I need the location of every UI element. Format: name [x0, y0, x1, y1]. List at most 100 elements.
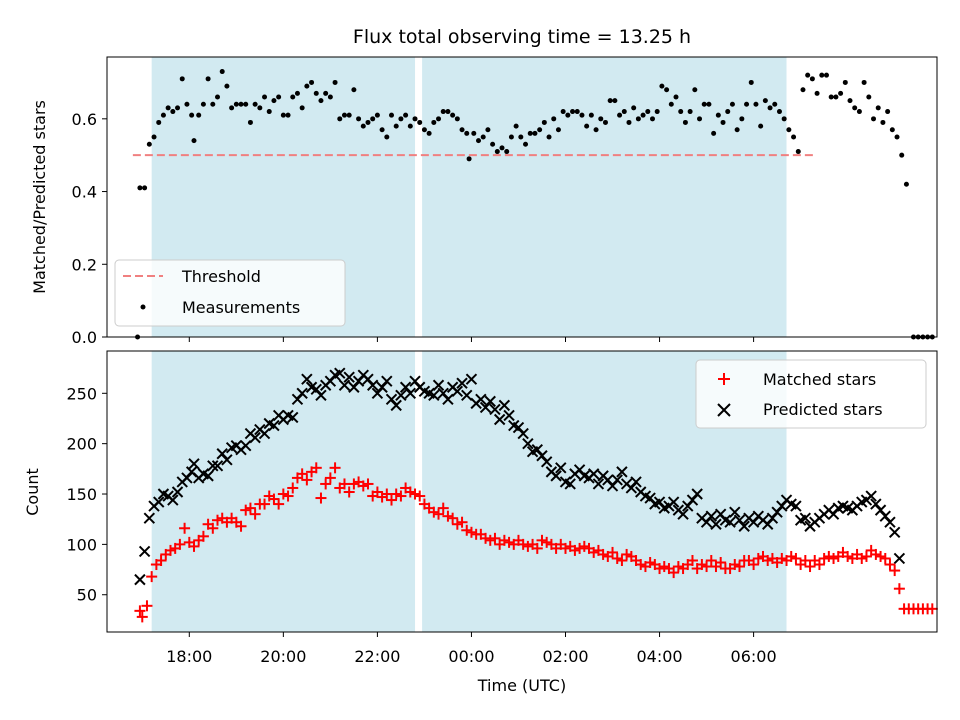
measurement-point — [668, 101, 674, 107]
predicted-star-point — [442, 393, 454, 406]
predicted-star-point — [705, 510, 717, 522]
measurement-point — [504, 149, 510, 155]
measurement-point — [337, 116, 343, 122]
matched-star-point — [790, 552, 802, 564]
matched-star-point — [893, 583, 905, 595]
matched-star-point — [503, 536, 515, 548]
measurement-point — [649, 116, 655, 122]
measurement-point — [318, 98, 324, 104]
predicted-star-point — [592, 478, 605, 490]
measurement-point — [365, 119, 371, 125]
predicted-star-point — [268, 419, 280, 432]
measurement-point — [374, 112, 380, 118]
predicted-star-point — [171, 486, 184, 498]
predicted-star-point — [630, 476, 642, 488]
measurement-point — [262, 94, 268, 100]
matched-star-point — [277, 488, 289, 500]
measurement-point — [598, 116, 604, 122]
bottom-y-tick-label: 50 — [77, 586, 97, 605]
bottom-panel-frame — [106, 350, 938, 633]
bottom-y-tick-label: 100 — [66, 535, 97, 554]
matched-star-point — [188, 540, 200, 552]
measurement-point — [631, 105, 637, 111]
measurement-point — [426, 130, 432, 136]
legend-matched-swatch — [718, 373, 730, 385]
matched-star-point — [748, 559, 760, 571]
bottom-legend: Matched stars Predicted stars — [695, 359, 927, 429]
legend-matched-label: Matched stars — [763, 370, 876, 389]
matched-star-point — [489, 532, 501, 544]
measurement-point — [527, 130, 533, 136]
measurement-point — [421, 127, 427, 133]
predicted-star-point — [555, 462, 567, 474]
measurement-point — [356, 116, 362, 122]
matched-star-point — [134, 605, 146, 617]
measurement-point — [725, 109, 731, 115]
measurement-point — [664, 87, 670, 93]
matched-star-point — [343, 486, 355, 498]
matched-star-point — [338, 478, 350, 490]
measurement-point — [555, 127, 561, 133]
predicted-star-point — [315, 389, 327, 402]
measurement-point — [480, 134, 486, 140]
matched-star-point — [776, 552, 788, 564]
predicted-star-point — [484, 395, 496, 408]
measurement-point — [692, 87, 698, 93]
predicted-star-point — [540, 456, 553, 468]
measurement-point — [393, 123, 399, 129]
measurement-point — [523, 141, 529, 147]
measurement-point — [621, 109, 627, 115]
measurement-point — [570, 109, 576, 115]
matched-star-point — [146, 571, 158, 583]
predicted-star-point — [564, 478, 576, 490]
matched-star-point — [174, 538, 186, 550]
matched-star-point — [762, 554, 774, 566]
measurement-point — [875, 105, 881, 111]
top-y-tick-label: 0.4 — [72, 183, 97, 202]
predicted-star-point — [550, 470, 562, 482]
top-legend-box — [114, 259, 346, 327]
matched-star-point — [705, 554, 717, 566]
matched-star-point — [701, 561, 713, 573]
measurement-point — [640, 112, 646, 118]
matched-star-point — [296, 468, 308, 480]
measurement-point — [431, 119, 437, 125]
matched-star-point — [926, 603, 938, 615]
measurement-point — [471, 130, 477, 136]
measurement-point — [247, 119, 253, 125]
measurement-point — [299, 105, 305, 111]
matched-star-point — [813, 559, 825, 571]
measurement-point — [454, 116, 460, 122]
measurement-point — [191, 138, 197, 144]
matched-star-point — [498, 534, 510, 546]
measurement-point — [146, 141, 152, 147]
measurement-point — [440, 109, 446, 115]
matched-star-point — [456, 516, 468, 528]
predicted-star-point — [211, 460, 224, 472]
measurement-point — [739, 116, 745, 122]
measurement-point — [805, 72, 811, 78]
predicted-star-point — [221, 454, 233, 466]
predicted-star-point — [503, 409, 515, 422]
measurement-point — [436, 116, 442, 122]
matched-star-point — [559, 542, 571, 554]
predicted-star-point — [287, 411, 299, 424]
measurement-point — [847, 98, 853, 104]
measurement-point — [551, 116, 557, 122]
matched-star-point — [799, 554, 811, 566]
predicted-star-point — [343, 371, 355, 383]
bottom-x-tick-label: 04:00 — [636, 647, 682, 666]
matched-star-point — [875, 550, 887, 562]
matched-star-point — [315, 492, 327, 504]
measurement-point — [233, 101, 239, 107]
measurement-point — [179, 76, 185, 82]
predicted-star-point — [153, 496, 165, 508]
measurement-point — [767, 105, 773, 111]
predicted-star-point — [588, 468, 600, 480]
matched-star-point — [823, 550, 835, 562]
measurement-point — [607, 98, 613, 104]
predicted-star-point — [475, 393, 487, 406]
matched-star-point — [404, 486, 416, 498]
measurement-point — [546, 134, 552, 140]
measurement-point — [772, 101, 778, 107]
